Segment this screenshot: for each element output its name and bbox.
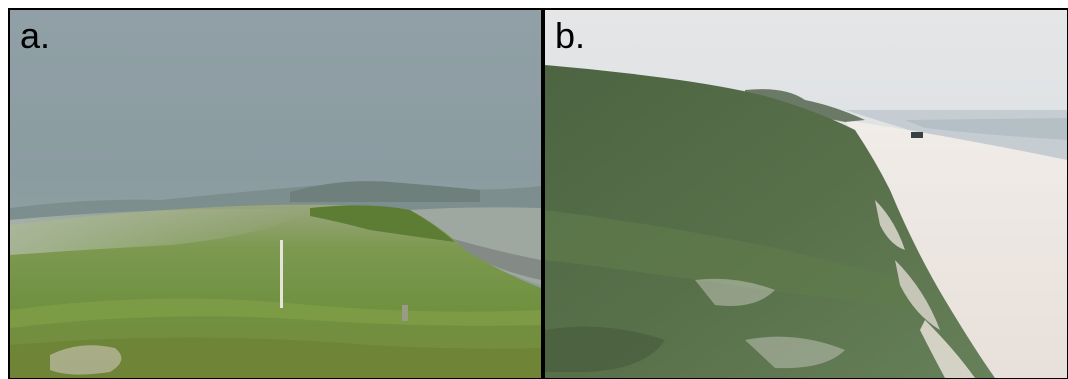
left-margin (0, 0, 10, 379)
panel-b-photo (545, 10, 1067, 378)
panel-a-label: a. (20, 15, 51, 56)
panel-b-label: b. (555, 15, 586, 56)
panel-a: a. (10, 10, 541, 378)
panel-b: b. (545, 10, 1067, 378)
panel-a-photo (10, 10, 541, 378)
top-margin (0, 0, 1068, 10)
figure-border (8, 8, 1068, 379)
